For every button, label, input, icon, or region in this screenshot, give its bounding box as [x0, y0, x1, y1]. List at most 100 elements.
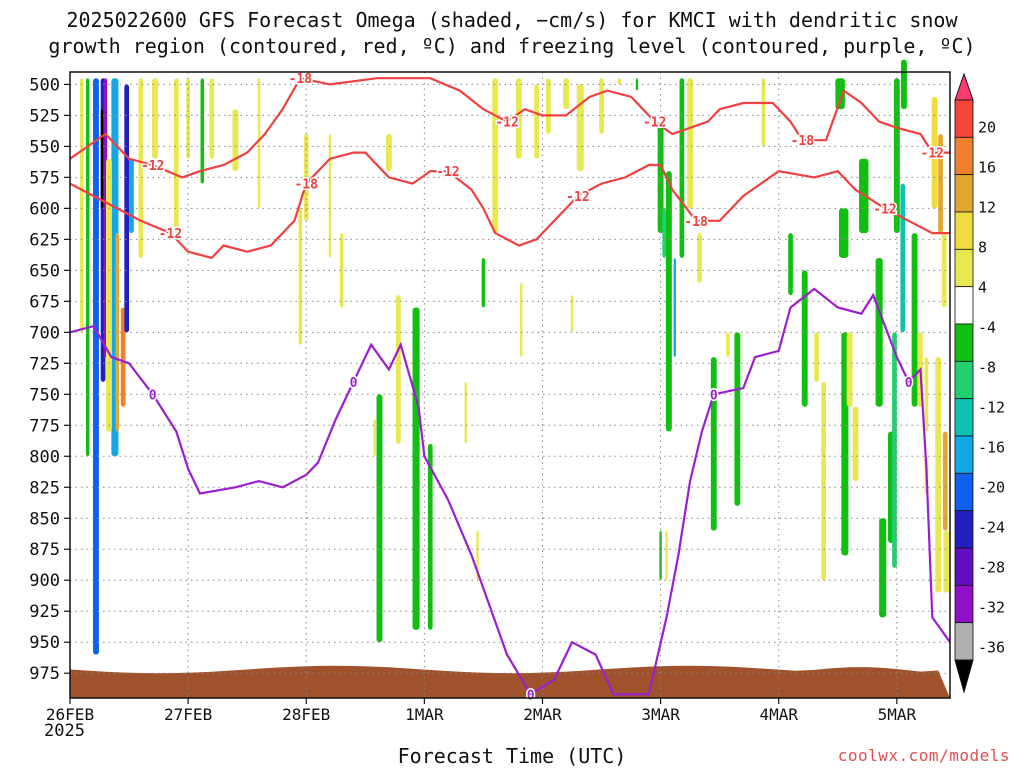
omega-streak	[662, 208, 666, 258]
dgz-bottom-contour	[69, 151, 950, 260]
omega-streak	[373, 419, 376, 457]
colorbar-box	[954, 323, 974, 362]
year-label: 2025	[44, 721, 85, 741]
omega-streak	[515, 78, 522, 159]
omega-streak	[761, 78, 766, 147]
dgz-contour-label: -12	[566, 190, 589, 205]
omega-streak	[942, 431, 948, 531]
omega-streak	[173, 78, 179, 234]
omega-streak	[665, 530, 668, 581]
contours: -12 -18 -12 -12 -18 -12 -12 -18 -12 -12 -18 -12 0 0 0 0…	[69, 71, 951, 705]
colorbar-label: 16	[978, 158, 996, 176]
x-tick-label: 1MAR	[405, 705, 444, 724]
colorbar-box	[954, 360, 974, 400]
chart-title-line-1: 2025022600 GFS Forecast Omega (shaded, −…	[66, 8, 958, 32]
omega-streak	[900, 183, 906, 333]
y-tick-label: 800	[29, 447, 60, 467]
omega-streak	[943, 530, 950, 593]
x-tick-label: 2MAR	[523, 705, 562, 724]
omega-streak	[100, 109, 104, 209]
omega-streak	[257, 78, 261, 209]
omega-streak	[396, 295, 401, 444]
omega-streak	[427, 443, 433, 630]
omega-streak	[710, 357, 717, 531]
omega-streak	[835, 78, 845, 110]
y-tick-label: 600	[29, 199, 60, 219]
y-tick-label: 625	[29, 230, 60, 250]
freezing-contour-label: 0	[149, 388, 157, 403]
y-tick-label: 900	[29, 571, 60, 591]
omega-streak	[665, 171, 672, 432]
terrain-fill	[70, 665, 950, 698]
y-tick-label: 975	[29, 664, 60, 684]
colorbar-box	[954, 398, 974, 437]
y-tick-label: 550	[29, 137, 60, 157]
freezing-contour-label: 0	[710, 388, 718, 403]
omega-streak	[846, 332, 853, 407]
colorbar-box	[954, 584, 974, 624]
dgz-contour-label: -12	[873, 202, 896, 217]
omega-streak	[726, 332, 730, 358]
omega-shading	[80, 59, 950, 655]
dgz-contour-label: -12	[921, 147, 944, 162]
dgz-contour-label: -18	[294, 178, 318, 193]
y-tick-label: 575	[29, 168, 60, 188]
dgz-contour-label: -18	[791, 134, 815, 149]
colorbar-box	[954, 136, 974, 176]
grid-lines	[69, 72, 950, 698]
omega-streak	[328, 133, 332, 258]
omega-streak	[385, 133, 392, 172]
colorbar-label: -12	[978, 398, 1005, 416]
omega-streak	[801, 270, 808, 407]
y-tick-label: 675	[29, 292, 60, 312]
colorbar-label: 8	[978, 238, 987, 256]
colorbar-box	[954, 472, 974, 512]
freezing-contour-label: 0	[527, 688, 535, 703]
y-tick-label: 950	[29, 633, 60, 653]
colorbar-label: -20	[978, 478, 1005, 496]
dgz-contour-label: -12	[495, 116, 518, 131]
omega-streak	[879, 518, 887, 618]
y-tick-label: 825	[29, 478, 60, 498]
colorbar-label: -4	[978, 318, 996, 336]
y-tick-label: 875	[29, 540, 60, 560]
dgz-contour-label: -12	[643, 116, 666, 131]
x-tick-label: 4MAR	[759, 705, 798, 724]
y-tick-label: 525	[29, 106, 60, 126]
y-tick-label: 650	[29, 261, 60, 281]
colorbar-label: -24	[978, 518, 1005, 536]
colorbar-box	[954, 211, 974, 250]
omega-streak	[115, 233, 120, 432]
omega-streak	[492, 78, 499, 234]
omega-streak	[412, 307, 420, 630]
omega-streak	[924, 357, 929, 432]
omega-streak	[209, 78, 215, 159]
omega-streak	[576, 84, 584, 172]
credit-link[interactable]: coolwx.com/models	[837, 746, 1010, 765]
x-axis-label: Forecast Time (UTC)	[397, 744, 627, 768]
omega-streak	[186, 78, 190, 159]
colorbar-label: 12	[978, 198, 996, 216]
omega-streak	[129, 158, 134, 234]
omega-streak	[93, 78, 99, 655]
omega-streak	[892, 332, 897, 568]
x-tick-label: 28FEB	[282, 705, 330, 724]
freezing-contour-label: 0	[905, 376, 913, 391]
colorbar-box	[954, 510, 974, 549]
y-tick-label: 925	[29, 602, 60, 622]
y-tick-label: 500	[29, 75, 60, 95]
omega-streak	[617, 78, 622, 85]
omega-streak	[941, 233, 947, 308]
colorbar-box	[954, 622, 974, 661]
omega-streak	[464, 381, 467, 444]
omega-streak	[911, 233, 918, 407]
y-tick-label: 850	[29, 509, 60, 529]
omega-streak	[687, 78, 694, 209]
omega-streak	[673, 257, 676, 358]
colorbar-box	[954, 286, 974, 325]
omega-streak	[232, 109, 239, 172]
omega-streak	[788, 233, 793, 296]
colorbar-top-arrow	[954, 72, 974, 101]
y-tick-label: 700	[29, 323, 60, 343]
